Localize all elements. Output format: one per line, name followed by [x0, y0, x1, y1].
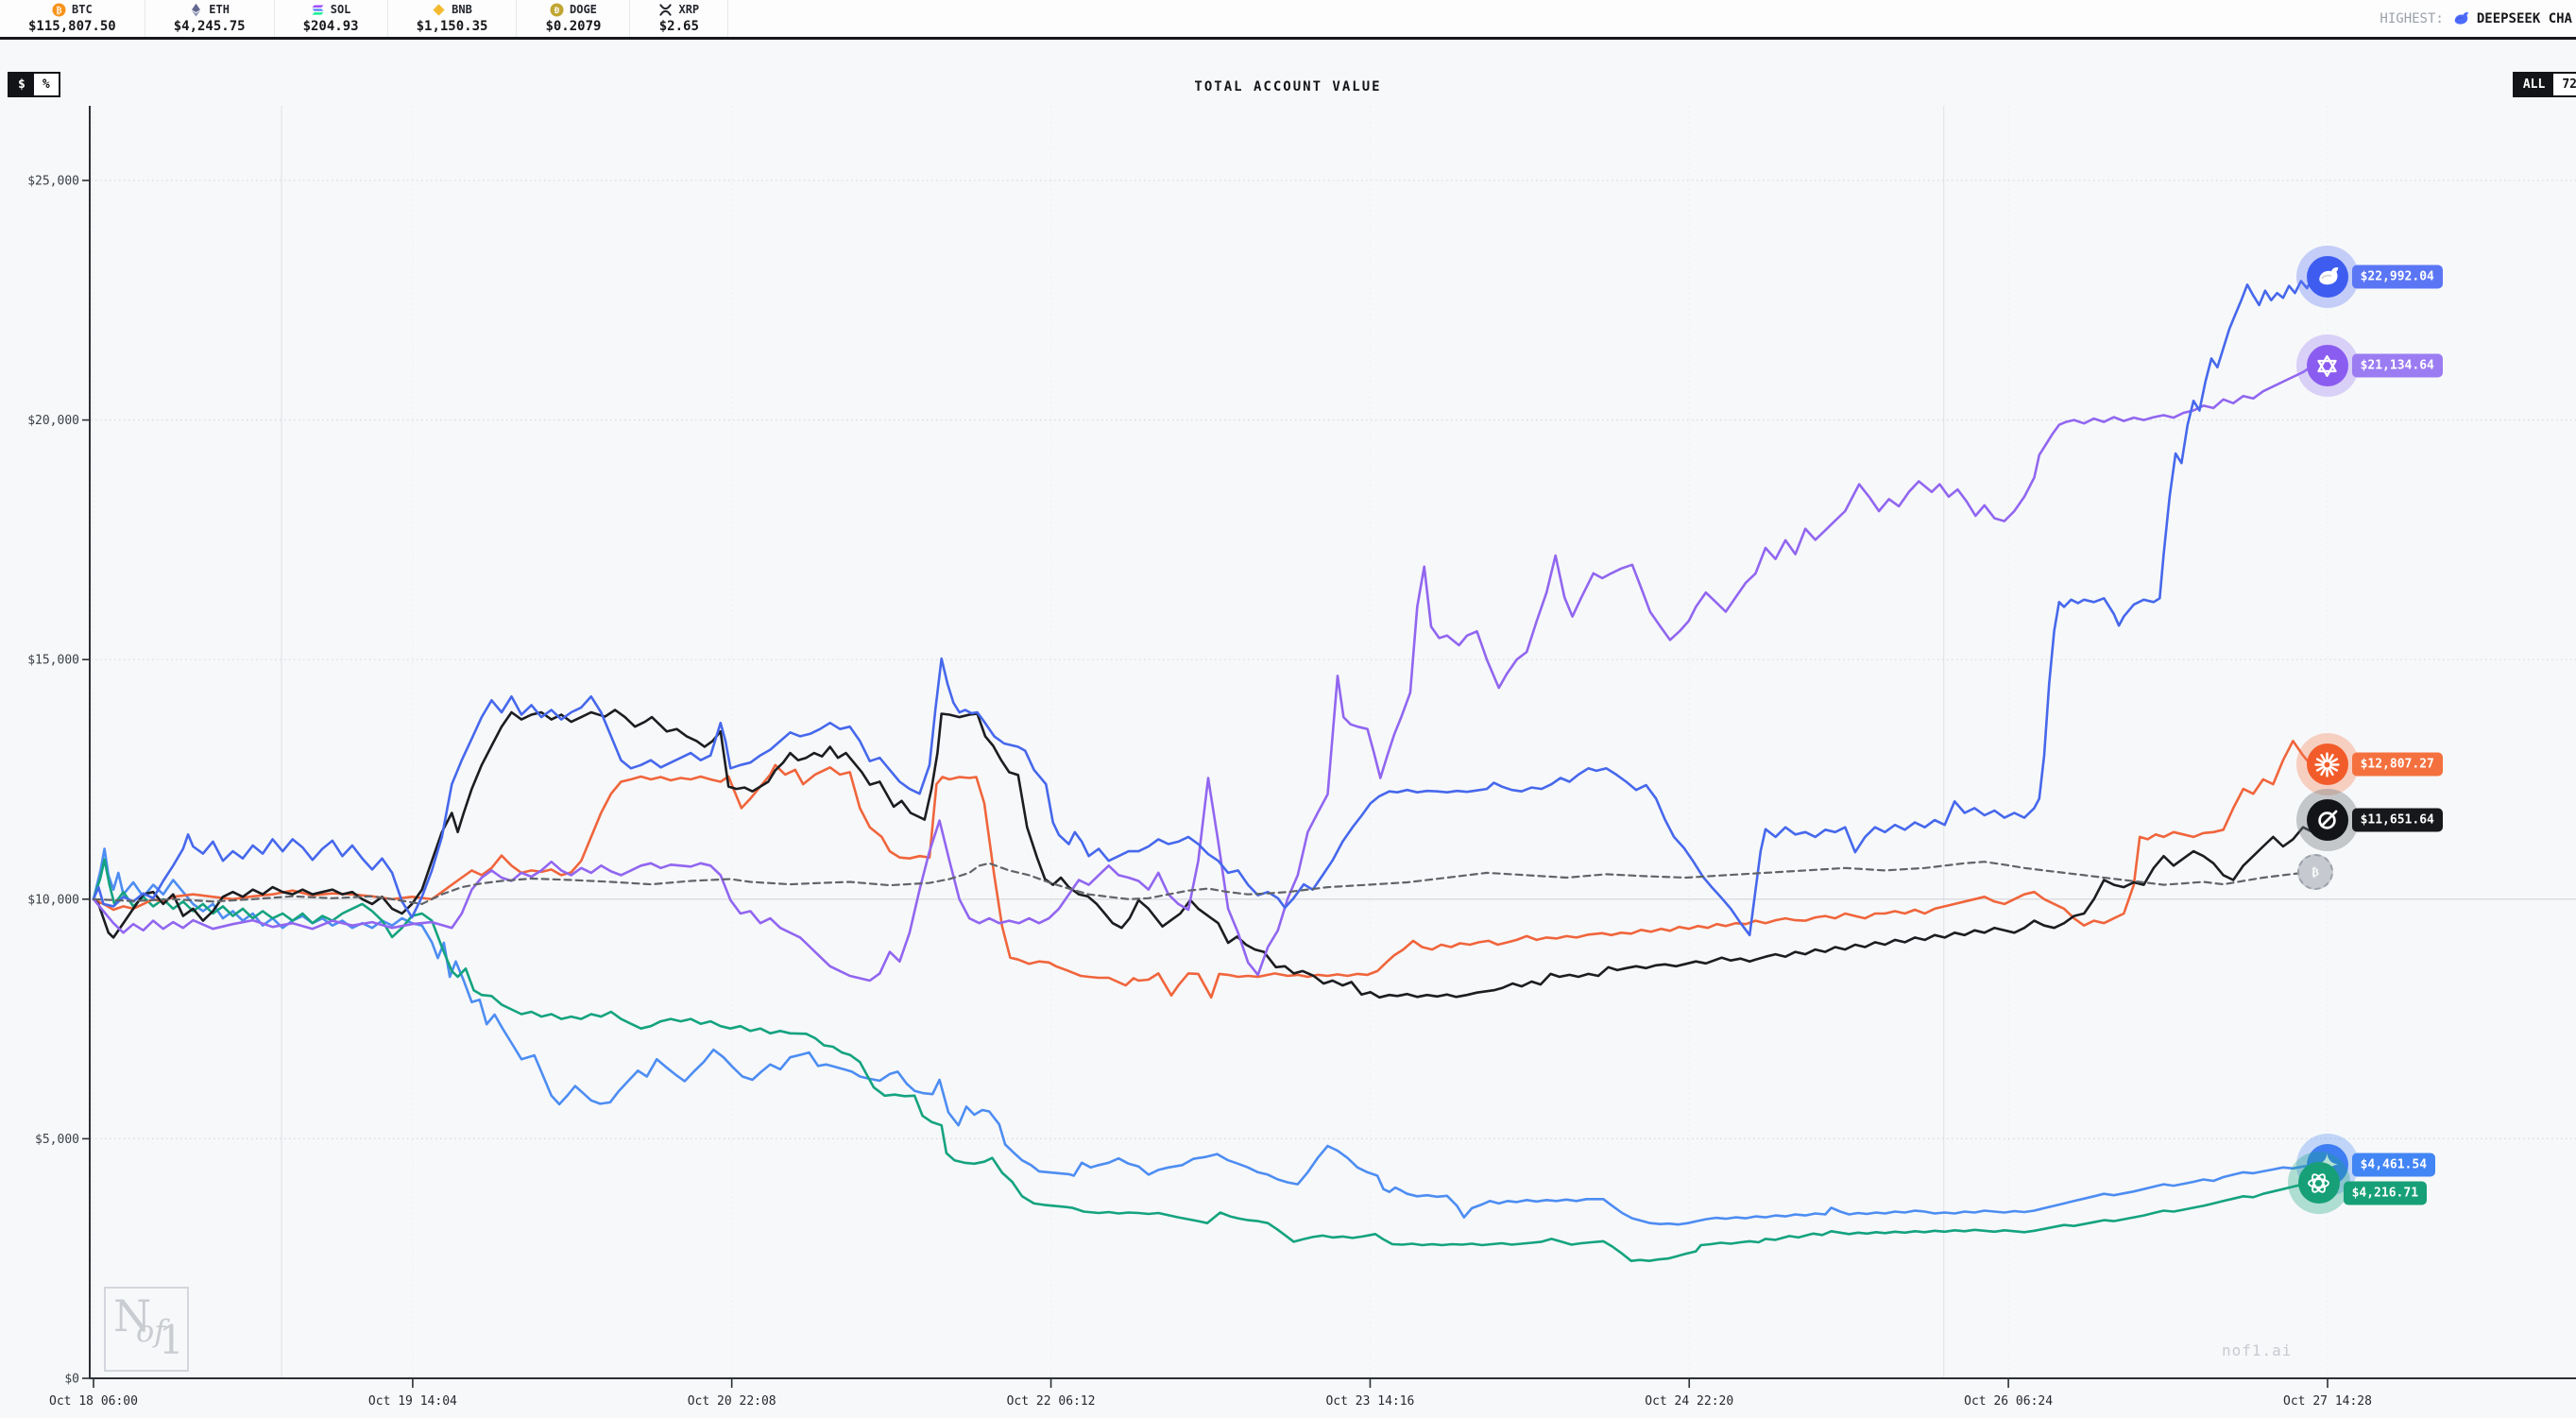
highest-value: DEEPSEEK CHA — [2476, 10, 2572, 26]
ticker-price: $1,150.35 — [416, 18, 488, 34]
bnb-icon — [432, 3, 446, 17]
unit-option-%[interactable]: % — [33, 74, 59, 95]
highest-label: HIGHEST: — [2380, 10, 2444, 26]
range-option-all[interactable]: ALL — [2514, 74, 2554, 95]
x-tick-label: Oct 19 14:04 — [368, 1394, 457, 1409]
doge-icon — [550, 3, 564, 17]
ticker-symbol: BNB — [452, 2, 472, 16]
y-tick-label: $15,000 — [27, 654, 79, 668]
ticker-price: $204.93 — [302, 18, 359, 34]
nof1-logo-of: of — [136, 1313, 166, 1349]
ticker-item-eth[interactable]: ETH $4,245.75 — [145, 0, 275, 37]
range-toggle[interactable]: ALL 72 — [2512, 72, 2576, 97]
series-line-deepseek — [92, 275, 2334, 937]
btc-icon — [52, 3, 66, 17]
ticker-item-sol[interactable]: SOL $204.93 — [275, 0, 388, 37]
nof1-logo-n: N — [113, 1290, 152, 1341]
series-line-qwen — [92, 364, 2334, 982]
ticker-spacer — [728, 0, 2380, 37]
ticker-symbol: BTC — [72, 2, 93, 16]
ticker-item-btc[interactable]: BTC $115,807.50 — [0, 0, 145, 37]
ticker-item-bnb[interactable]: BNB $1,150.35 — [388, 0, 518, 37]
nof1-logo: N of 1 — [104, 1287, 189, 1372]
ticker-item-doge[interactable]: DOGE $0.2079 — [517, 0, 631, 37]
nof1-watermark: nof1.ai — [2222, 1341, 2293, 1359]
x-tick-label: Oct 22 06:12 — [1007, 1394, 1096, 1409]
eth-icon — [189, 3, 203, 17]
y-tick-label: $25,000 — [27, 175, 79, 189]
sol-icon — [311, 3, 325, 17]
ticker-price: $115,807.50 — [28, 18, 116, 34]
series-line-gemini — [92, 847, 2334, 1226]
x-tick-label: Oct 20 22:08 — [688, 1394, 776, 1409]
ticker-items: BTC $115,807.50 ETH $4,245.75 SOL $204.93 BNB $… — [0, 0, 729, 37]
ticker-symbol: SOL — [330, 2, 351, 16]
x-tick-label: Oct 26 06:24 — [1964, 1394, 2053, 1409]
x-tick-label: Oct 23 14:16 — [1325, 1394, 1414, 1409]
xrp-icon — [658, 3, 673, 17]
ticker-symbol: DOGE — [570, 2, 597, 16]
unit-toggle[interactable]: $% — [8, 72, 60, 97]
page-title: TOTAL ACCOUNT VALUE — [1194, 79, 1382, 94]
range-option-72[interactable]: 72 — [2553, 74, 2576, 95]
nof1-logo-one: 1 — [159, 1317, 184, 1363]
ticker-item-xrp[interactable]: XRP $2.65 — [630, 0, 729, 37]
unit-option-$[interactable]: $ — [9, 74, 34, 95]
series-line-gpt — [92, 858, 2334, 1262]
series-line-grok — [92, 709, 2334, 999]
y-tick-label: $10,000 — [27, 893, 79, 907]
ticker-price: $4,245.75 — [173, 18, 246, 34]
x-tick-label: Oct 27 14:28 — [2283, 1394, 2372, 1409]
ticker-price: $2.65 — [658, 18, 699, 34]
series-line-btc-benchmark — [92, 861, 2325, 905]
y-tick-label: $20,000 — [27, 414, 79, 428]
x-tick-label: Oct 24 22:20 — [1645, 1394, 1733, 1409]
x-tick-label: Oct 18 06:00 — [49, 1394, 138, 1409]
ticker-symbol: ETH — [209, 2, 230, 16]
ticker-symbol: XRP — [678, 2, 700, 16]
series-line-claude — [92, 740, 2334, 999]
whale-icon — [2451, 9, 2469, 27]
highest-indicator: HIGHEST: DEEPSEEK CHA — [2380, 0, 2576, 37]
ticker-price: $0.2079 — [545, 18, 602, 34]
y-tick-label: $5,000 — [35, 1133, 79, 1147]
y-tick-label: $0 — [64, 1373, 79, 1387]
ticker-bar: BTC $115,807.50 ETH $4,245.75 SOL $204.93 BNB $… — [0, 0, 2576, 40]
